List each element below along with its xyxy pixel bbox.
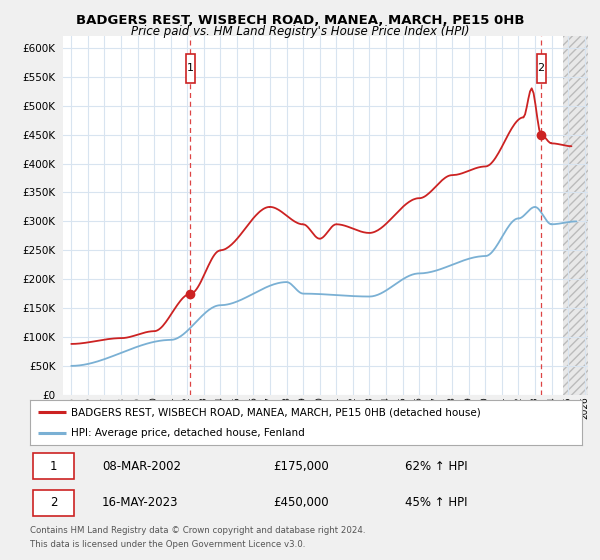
Bar [563, 36, 588, 395]
Text: BADGERS REST, WISBECH ROAD, MANEA, MARCH, PE15 0HB (detached house): BADGERS REST, WISBECH ROAD, MANEA, MARCH… [71, 408, 481, 418]
Text: £450,000: £450,000 [273, 496, 329, 509]
Text: 16-MAY-2023: 16-MAY-2023 [102, 496, 178, 509]
Text: £175,000: £175,000 [273, 460, 329, 473]
Text: BADGERS REST, WISBECH ROAD, MANEA, MARCH, PE15 0HB: BADGERS REST, WISBECH ROAD, MANEA, MARCH… [76, 14, 524, 27]
Text: 45% ↑ HPI: 45% ↑ HPI [406, 496, 468, 509]
Text: 2: 2 [50, 496, 58, 509]
Text: This data is licensed under the Open Government Licence v3.0.: This data is licensed under the Open Gov… [30, 540, 305, 549]
Text: Contains HM Land Registry data © Crown copyright and database right 2024.: Contains HM Land Registry data © Crown c… [30, 526, 365, 535]
Text: Price paid vs. HM Land Registry's House Price Index (HPI): Price paid vs. HM Land Registry's House … [131, 25, 469, 38]
Text: 08-MAR-2002: 08-MAR-2002 [102, 460, 181, 473]
Text: 62% ↑ HPI: 62% ↑ HPI [406, 460, 468, 473]
Text: 2: 2 [538, 63, 545, 73]
Text: 1: 1 [50, 460, 58, 473]
FancyBboxPatch shape [33, 453, 74, 479]
Text: HPI: Average price, detached house, Fenland: HPI: Average price, detached house, Fenl… [71, 428, 305, 438]
Text: 1: 1 [187, 63, 194, 73]
FancyBboxPatch shape [33, 489, 74, 516]
Bar [563, 36, 588, 395]
FancyBboxPatch shape [536, 54, 545, 83]
FancyBboxPatch shape [185, 54, 195, 83]
